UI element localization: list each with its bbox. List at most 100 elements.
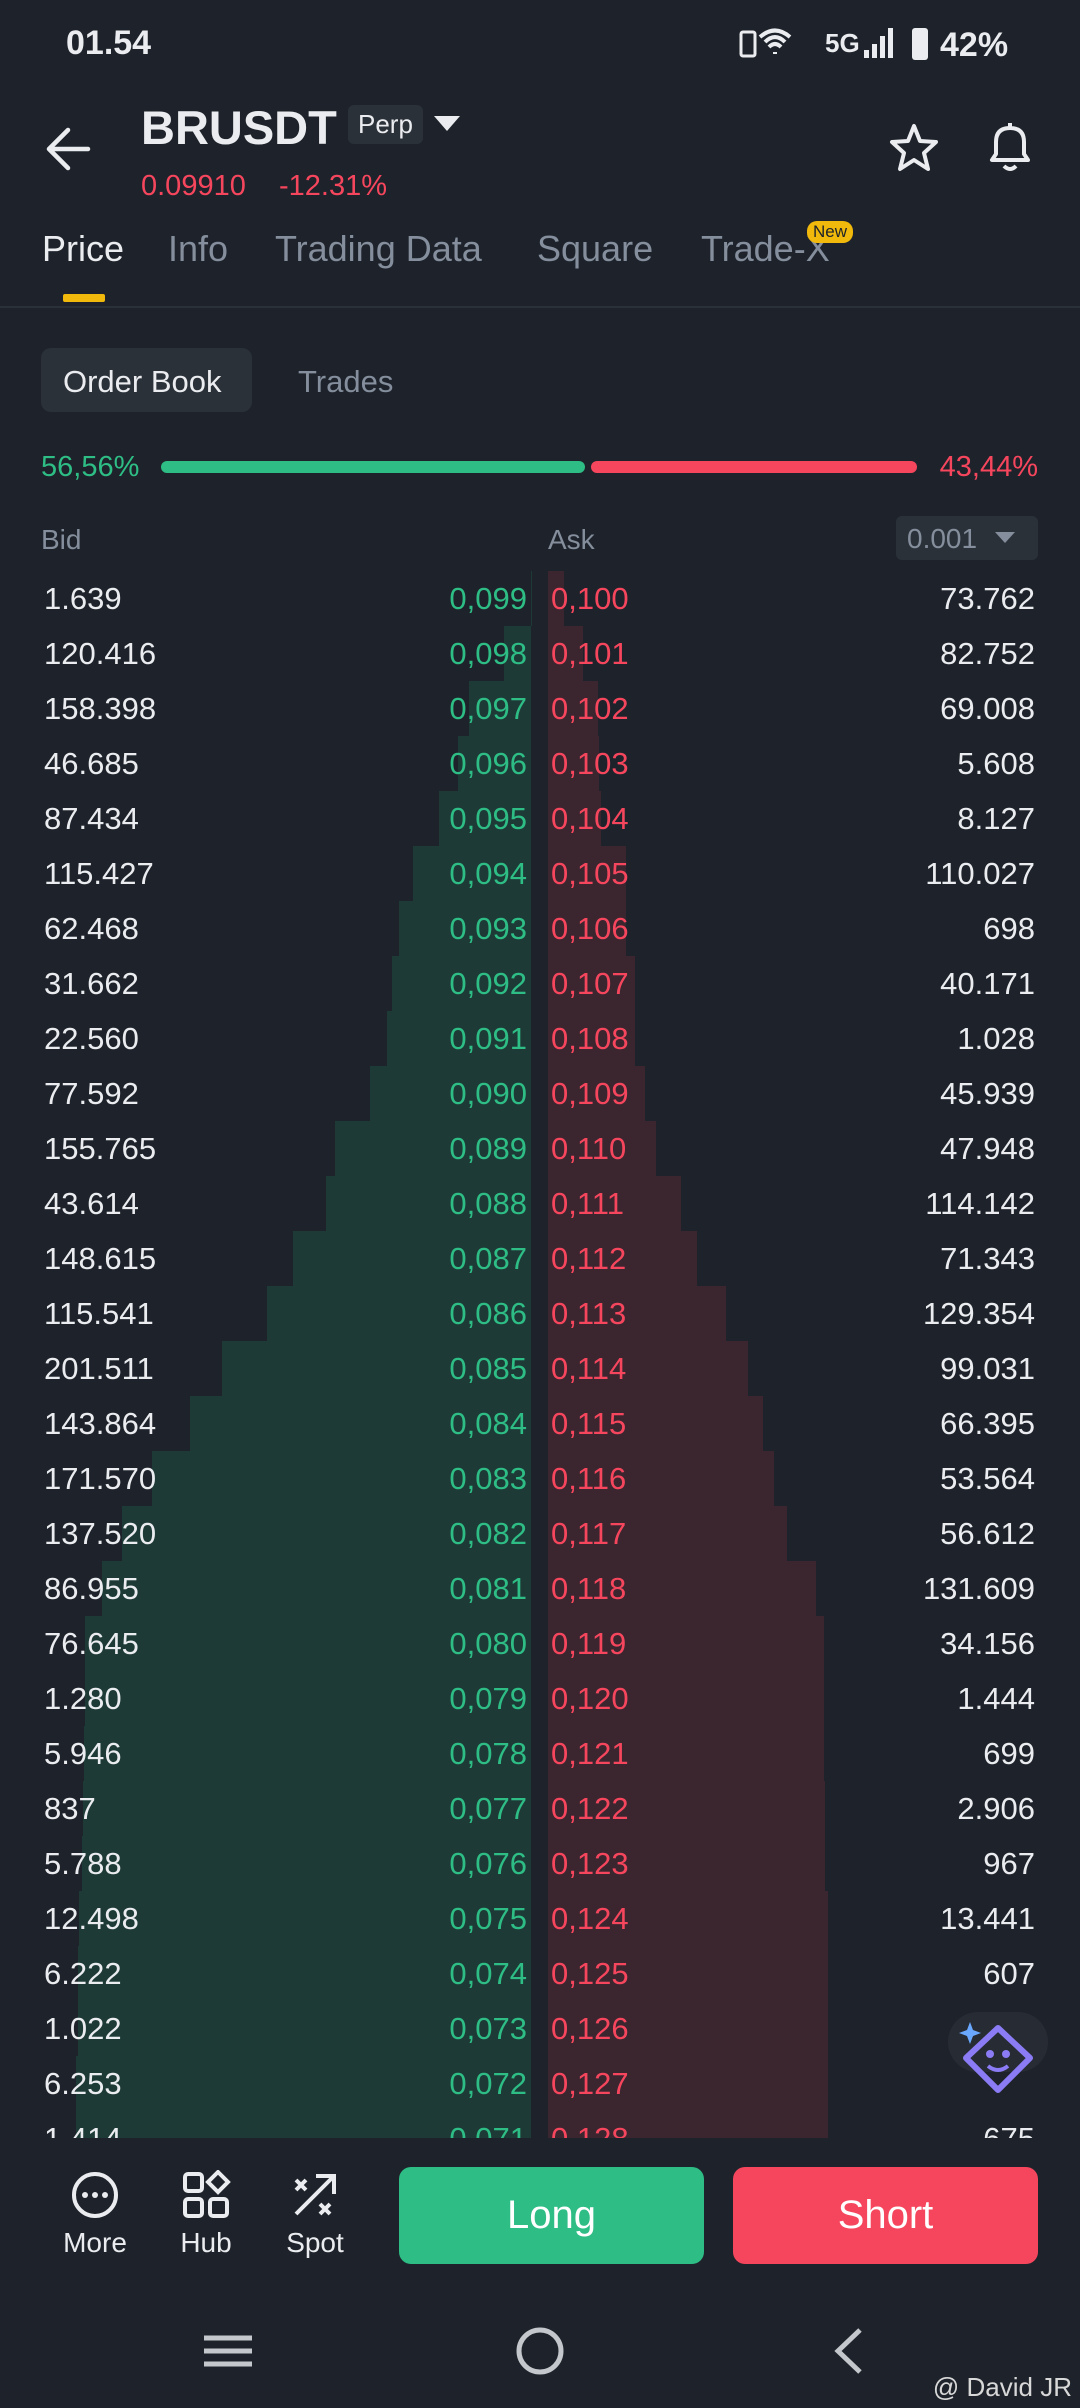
ask-quantity: 1.444	[957, 1681, 1035, 1716]
new-badge: New	[807, 221, 854, 243]
ask-quantity: 699	[983, 1736, 1035, 1771]
ask-price: 0,110	[551, 1131, 627, 1166]
bid-price: 0,085	[449, 1351, 527, 1386]
tab[interactable]: Price	[42, 228, 125, 269]
tab[interactable]: Square	[537, 228, 654, 269]
bid-depth-bar	[222, 1341, 531, 1396]
bid-price: 0,081	[449, 1571, 527, 1606]
bid-depth-bar	[76, 2111, 531, 2138]
ask-price: 0,101	[551, 636, 629, 671]
bid-price: 0,083	[449, 1461, 527, 1496]
ask-quantity: 73.762	[940, 581, 1035, 616]
ask-price: 0,116	[551, 1461, 627, 1496]
ask-quantity: 13.441	[940, 1901, 1035, 1936]
bid-quantity: 5.946	[44, 1736, 122, 1771]
ask-quantity: 40.171	[940, 966, 1035, 1001]
assistant-button[interactable]	[948, 2008, 1048, 2108]
precision-select[interactable]	[896, 516, 1038, 560]
ask-quantity: 71.343	[940, 1241, 1035, 1276]
alert-button[interactable]	[984, 120, 1036, 176]
short-label[interactable]: Short	[837, 2193, 934, 2237]
ratio-bid-segment	[161, 461, 586, 473]
bid-price: 0,094	[449, 856, 527, 891]
ask-quantity: 698	[983, 911, 1035, 946]
long-label[interactable]: Long	[507, 2193, 596, 2237]
bid-price: 0,077	[449, 1791, 527, 1826]
bid-quantity: 201.511	[44, 1351, 154, 1386]
ask-depth-bar	[548, 2111, 829, 2138]
bid-depth-bar	[387, 1011, 531, 1066]
bid-depth-bar	[83, 1781, 531, 1836]
last-price: 0.09910	[141, 170, 246, 202]
ask-price: 0,115	[551, 1406, 627, 1441]
more-icon[interactable]	[70, 2170, 120, 2220]
bid-price: 0,099	[449, 581, 527, 616]
bid-depth-bar	[392, 956, 531, 1011]
ask-price: 0,111	[551, 1186, 624, 1221]
ask-price: 0,109	[551, 1076, 629, 1111]
short-button[interactable]: Short	[733, 2167, 1038, 2264]
ask-quantity: 967	[983, 1846, 1035, 1881]
ask-depth-bar	[548, 1231, 698, 1286]
ask-depth-bar	[548, 846, 626, 901]
status-network: 5G	[825, 28, 860, 58]
hub-label[interactable]: Hub	[180, 2227, 232, 2258]
bid-depth-bar	[190, 1396, 531, 1451]
bid-quantity: 115.541	[44, 1296, 154, 1331]
ask-ratio: 43,44%	[939, 451, 1038, 483]
ask-depth-bar	[548, 956, 635, 1011]
ask-depth-bar	[548, 626, 583, 681]
ask-price: 0,114	[551, 1351, 627, 1386]
bid-quantity: 22.560	[44, 1021, 139, 1056]
ask-quantity: 131.609	[922, 1571, 1035, 1606]
tab-indicator	[63, 294, 105, 302]
bid-price: 0,098	[449, 636, 527, 671]
spot-icon[interactable]	[290, 2170, 340, 2220]
hub-icon[interactable]	[181, 2170, 231, 2220]
bid-price: 0,071	[449, 2111, 527, 2138]
bid-quantity: 77.592	[44, 1076, 139, 1111]
ask-depth-bar	[548, 736, 600, 791]
symbol[interactable]: BRUSDT	[141, 101, 337, 154]
ratio-bar	[161, 461, 917, 473]
bid-depth-bar	[458, 736, 531, 791]
ask-quantity: 110.027	[925, 856, 1035, 891]
more-label[interactable]: More	[63, 2227, 127, 2258]
bid-price: 0,096	[449, 746, 527, 781]
symbol-dropdown[interactable]	[432, 114, 462, 134]
ask-depth-bar	[548, 1561, 817, 1616]
bid-quantity: 86.955	[44, 1571, 139, 1606]
trades-toggle[interactable]: Trades	[298, 364, 394, 399]
bid-price: 0,091	[449, 1021, 527, 1056]
tab[interactable]: Trading Data	[275, 228, 482, 269]
ask-depth-bar	[548, 1176, 682, 1231]
order-book-toggle[interactable]: Order Book	[63, 364, 222, 399]
precision-value[interactable]: 0.001	[907, 523, 978, 554]
ask-price: 0,104	[551, 801, 629, 836]
bid-quantity: 12.498	[44, 1901, 139, 1936]
bid-quantity: 1.639	[44, 581, 122, 616]
bid-price: 0,074	[449, 1956, 527, 1991]
ask-depth-bar	[548, 2001, 829, 2056]
bid-quantity: 76.645	[44, 1626, 139, 1661]
bid-quantity: 115.427	[44, 856, 154, 891]
bid-depth-bar	[292, 1231, 531, 1286]
back-button[interactable]	[44, 126, 94, 172]
bid-quantity: 62.468	[44, 911, 139, 946]
ask-price: 0,123	[551, 1846, 629, 1881]
ask-quantity: 99.031	[940, 1351, 1035, 1386]
ask-quantity: 675	[983, 2111, 1035, 2138]
favorite-button[interactable]	[888, 122, 940, 174]
ask-quantity: 47.948	[940, 1131, 1035, 1166]
tab[interactable]: Info	[168, 228, 229, 269]
bid-price: 0,082	[449, 1516, 527, 1551]
ask-quantity: 5.608	[957, 746, 1035, 781]
ask-header: Ask	[548, 524, 595, 555]
ask-depth-bar	[548, 1781, 825, 1836]
bid-depth-bar	[77, 2001, 531, 2056]
spot-label[interactable]: Spot	[286, 2227, 344, 2258]
ask-depth-bar	[548, 1121, 656, 1176]
order-book: 1.639 0,099 0,100 73.762 120.416 0,098 0,101 82…	[0, 570, 1080, 2138]
long-button[interactable]: Long	[399, 2167, 704, 2264]
bid-depth-bar	[83, 1726, 531, 1781]
